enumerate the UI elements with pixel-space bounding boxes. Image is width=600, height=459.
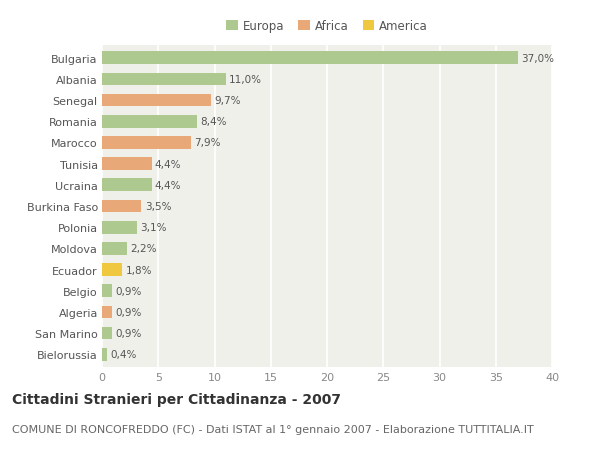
Text: 7,9%: 7,9% [194, 138, 221, 148]
Text: 4,4%: 4,4% [155, 180, 181, 190]
Text: 0,9%: 0,9% [116, 328, 142, 338]
Text: 3,1%: 3,1% [140, 223, 167, 233]
Bar [102, 221, 137, 234]
Text: COMUNE DI RONCOFREDDO (FC) - Dati ISTAT al 1° gennaio 2007 - Elaborazione TUTTIT: COMUNE DI RONCOFREDDO (FC) - Dati ISTAT … [12, 425, 534, 435]
Bar [102, 348, 107, 361]
Text: 8,4%: 8,4% [200, 117, 226, 127]
Text: 0,9%: 0,9% [116, 286, 142, 296]
Text: 0,4%: 0,4% [110, 349, 136, 359]
Text: 1,8%: 1,8% [125, 265, 152, 275]
Text: 37,0%: 37,0% [521, 54, 554, 64]
Bar [102, 242, 127, 255]
Bar [102, 95, 211, 107]
Text: 0,9%: 0,9% [116, 307, 142, 317]
Bar [102, 306, 112, 319]
Bar [102, 179, 152, 192]
Bar [102, 200, 142, 213]
Bar [102, 327, 112, 340]
Bar [102, 285, 112, 297]
Bar [102, 263, 122, 276]
Bar [102, 73, 226, 86]
Bar [102, 158, 152, 171]
Bar [102, 137, 191, 150]
Bar [102, 116, 197, 129]
Legend: Europa, Africa, America: Europa, Africa, America [226, 20, 428, 33]
Text: 11,0%: 11,0% [229, 75, 262, 85]
Text: 4,4%: 4,4% [155, 159, 181, 169]
Text: Cittadini Stranieri per Cittadinanza - 2007: Cittadini Stranieri per Cittadinanza - 2… [12, 392, 341, 406]
Text: 3,5%: 3,5% [145, 202, 171, 212]
Text: 2,2%: 2,2% [130, 244, 157, 254]
Bar [102, 52, 518, 65]
Text: 9,7%: 9,7% [215, 96, 241, 106]
